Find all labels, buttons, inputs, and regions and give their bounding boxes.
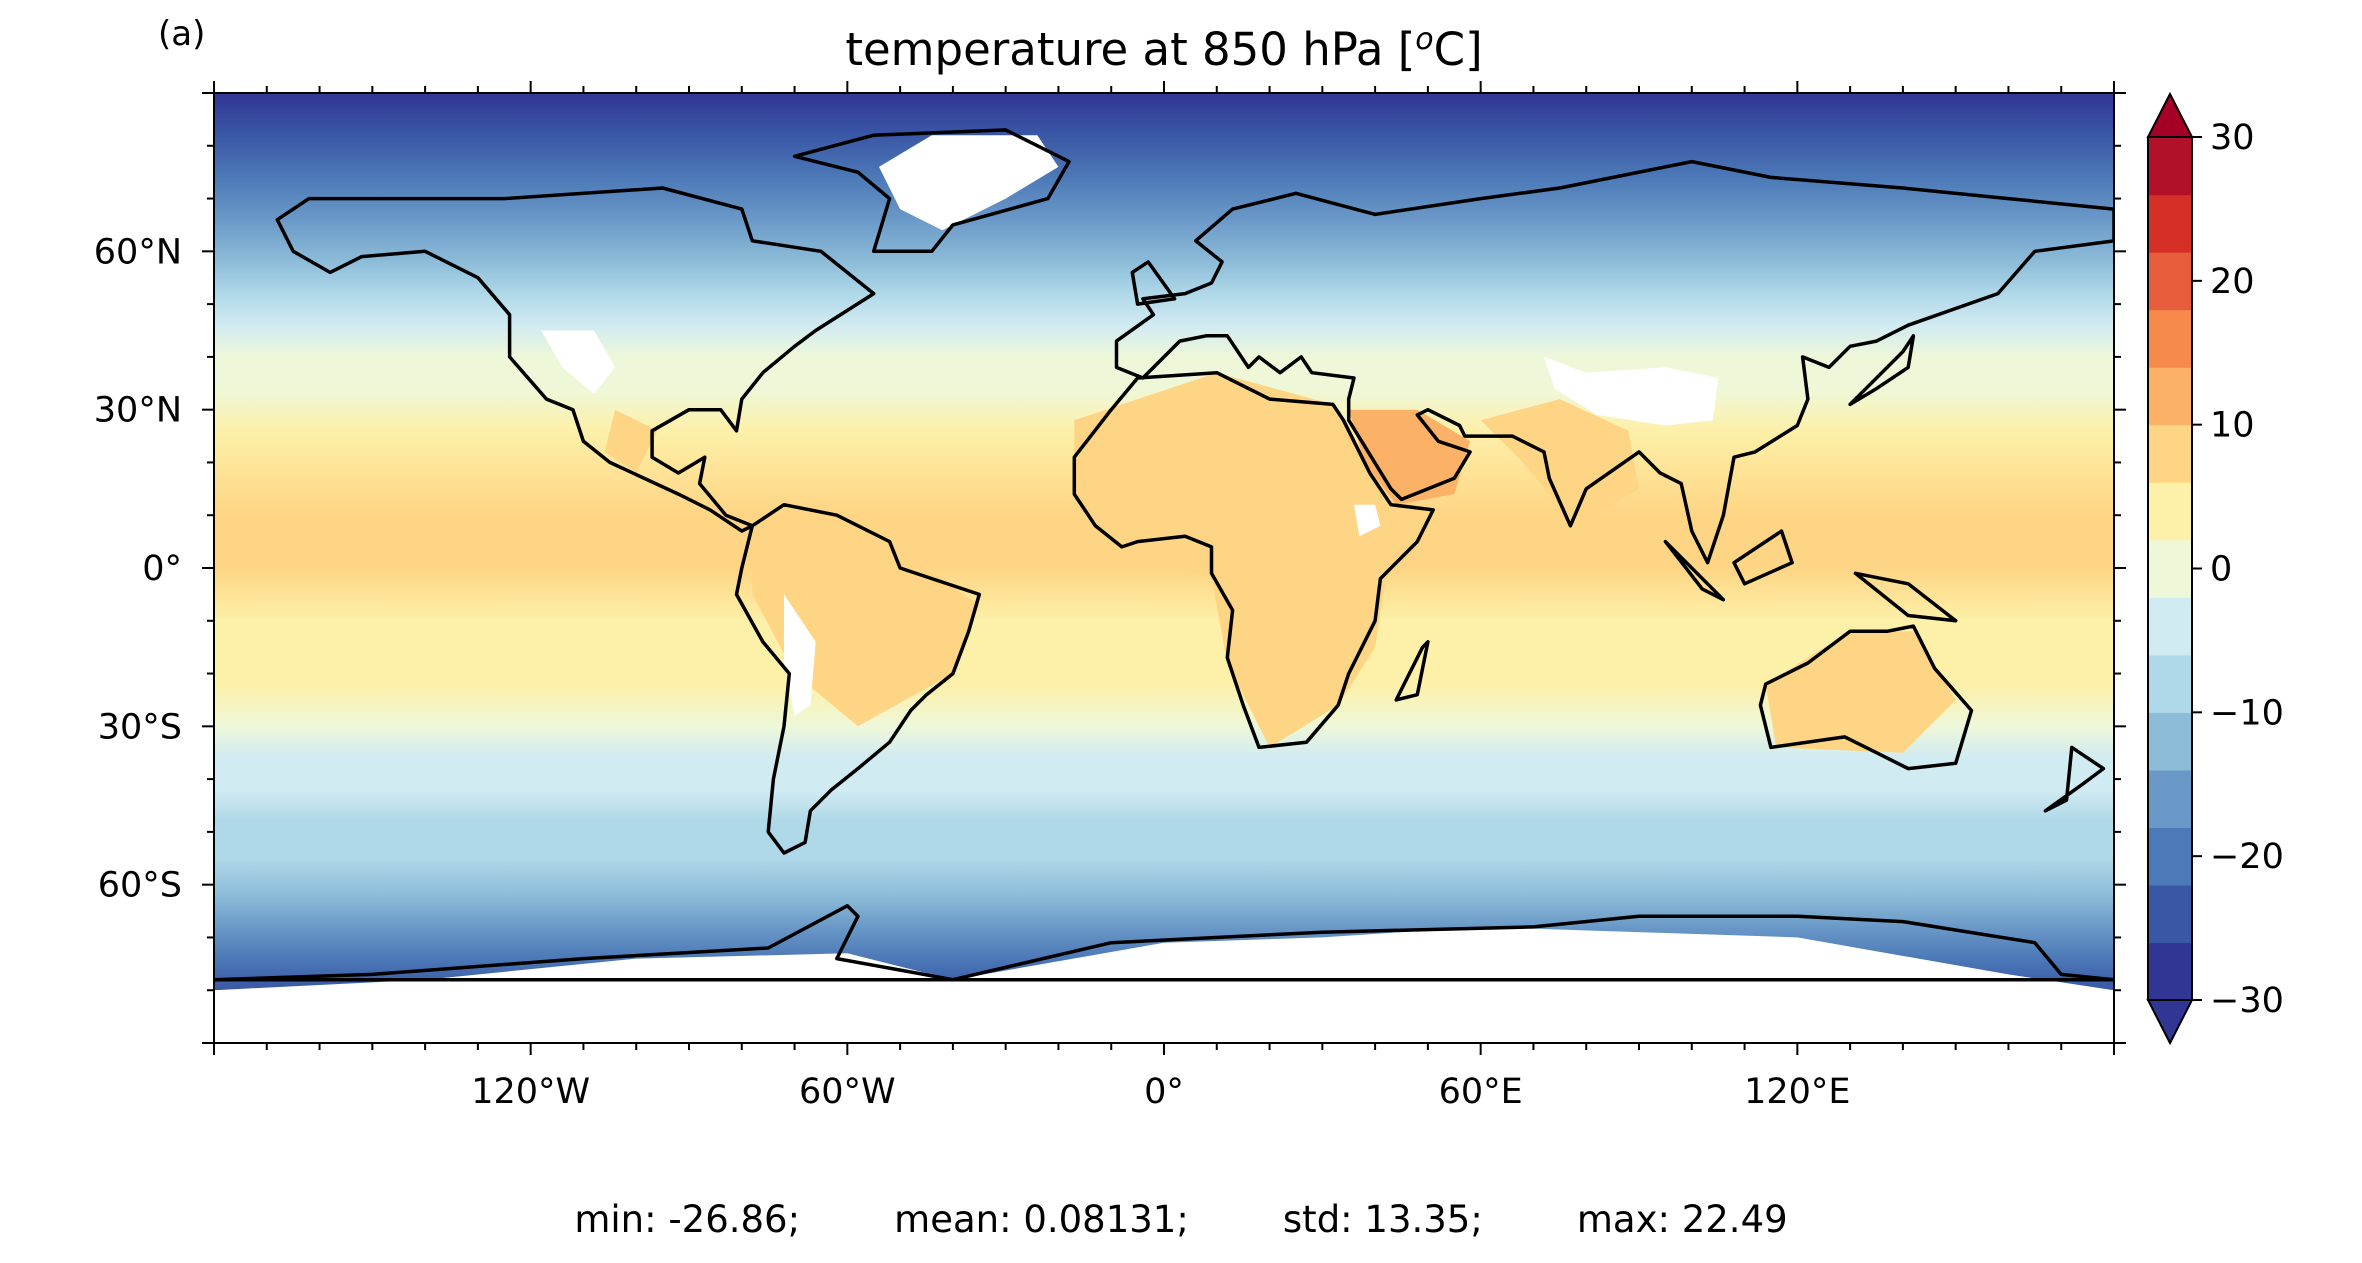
colorbar-segment bbox=[2148, 252, 2192, 311]
colorbar-segment bbox=[2148, 769, 2192, 828]
colorbar-segment bbox=[2148, 194, 2192, 253]
colorbar-segment bbox=[2148, 654, 2192, 713]
africa-coast bbox=[1072, 370, 1435, 750]
arabia-warm-region bbox=[1348, 409, 1471, 505]
map-plot-area bbox=[214, 93, 2114, 1043]
map-title: temperature at 850 hPa [oC] bbox=[214, 22, 2114, 76]
borneo-coast bbox=[1732, 529, 1794, 586]
missing-data-regions bbox=[214, 135, 2114, 1043]
eurasia-coast bbox=[1114, 159, 2114, 565]
new-zealand-coast bbox=[2043, 745, 2106, 813]
lon-tick-label: 0° bbox=[1144, 1072, 1184, 1112]
colorbar-segment bbox=[2148, 597, 2192, 656]
colorbar-segment bbox=[2148, 482, 2192, 541]
tibet-missing bbox=[1544, 356, 1719, 426]
sumatra-coast bbox=[1663, 539, 1726, 602]
colorbar-under-arrow bbox=[2146, 999, 2194, 1046]
stat-std: std: 13.35; bbox=[1282, 1198, 1483, 1241]
coastlines bbox=[214, 128, 2114, 982]
lat-tick-label: 60°S bbox=[98, 866, 182, 906]
colorbar-segment bbox=[2148, 309, 2192, 368]
africa-warm-region bbox=[1074, 372, 1434, 748]
statistics-line: min: -26.86; mean: 0.08131; std: 13.35; … bbox=[0, 1198, 2362, 1241]
title-unit: C] bbox=[1433, 23, 1483, 76]
antarctica-coast bbox=[214, 904, 2114, 982]
lon-tick-label: 60°E bbox=[1439, 1072, 1523, 1112]
greenland-coast bbox=[792, 128, 1071, 254]
panel-label: (a) bbox=[158, 14, 206, 54]
longitude-axis: 120°W 60°W 0° 60°E 120°E bbox=[213, 81, 2115, 1112]
britain-coast bbox=[1130, 260, 1177, 306]
greenland-missing bbox=[879, 135, 1059, 231]
south-asia-warm-region bbox=[1480, 399, 1639, 526]
lat-tick-label: 0° bbox=[142, 549, 182, 589]
lat-tick-label: 30°S bbox=[98, 707, 182, 747]
lon-tick-label: 60°W bbox=[799, 1072, 896, 1112]
andes-missing bbox=[784, 594, 816, 716]
colorbar-segment bbox=[2148, 712, 2192, 771]
lon-tick-label: 120°E bbox=[1744, 1072, 1850, 1112]
australia-warm-region bbox=[1765, 631, 1956, 753]
temperature-field bbox=[214, 93, 2114, 1043]
colorbar-segment bbox=[2148, 424, 2192, 483]
colorbar-tick-label: 10 bbox=[2210, 406, 2255, 446]
colorbar-tick-label: −10 bbox=[2210, 693, 2284, 733]
colorbar-segment bbox=[2148, 367, 2192, 426]
antarctica-missing bbox=[214, 926, 2114, 1043]
title-text: temperature at 850 hPa [ bbox=[845, 23, 1416, 76]
colorbar-tick-label: 0 bbox=[2210, 550, 2232, 590]
new-guinea-coast bbox=[1853, 571, 1958, 623]
ethiopia-missing bbox=[1354, 504, 1381, 537]
australia-coast bbox=[1758, 624, 1974, 771]
madagascar-coast bbox=[1394, 640, 1430, 702]
lon-tick-label: 120°W bbox=[471, 1072, 590, 1112]
lat-tick-label: 60°N bbox=[94, 232, 182, 272]
colorbar-segment bbox=[2148, 884, 2192, 944]
title-superscript: o bbox=[1415, 22, 1434, 57]
colorbar-segment bbox=[2148, 942, 2192, 1001]
colorbar-segment bbox=[2148, 827, 2192, 886]
stat-max: max: 22.49 bbox=[1576, 1198, 1788, 1241]
colorbar: 30 20 10 0 −10 −20 −30 bbox=[2146, 91, 2284, 1046]
latitude-axis: 60°N 30°N 0° 30°S 60°S bbox=[94, 92, 2126, 1044]
stat-mean: mean: 0.08131; bbox=[894, 1198, 1189, 1241]
stat-min: min: -26.86; bbox=[574, 1198, 801, 1241]
rockies-missing bbox=[541, 330, 616, 394]
colorbar-segment bbox=[2148, 539, 2192, 598]
lat-tick-label: 30°N bbox=[94, 391, 182, 431]
colorbar-tick-label: 20 bbox=[2210, 262, 2255, 302]
colorbar-tick-label: 30 bbox=[2210, 118, 2255, 158]
north-america-coast bbox=[275, 186, 876, 533]
land-warm-anomalies bbox=[604, 372, 1956, 753]
mexico-warm-region bbox=[604, 409, 658, 473]
colorbar-segment bbox=[2148, 137, 2192, 196]
south-america-coast bbox=[734, 502, 982, 855]
colorbar-over-arrow bbox=[2146, 91, 2194, 138]
colorbar-tick-label: −30 bbox=[2210, 981, 2284, 1021]
colorbar-tick-label: −20 bbox=[2210, 837, 2284, 877]
japan-coast bbox=[1848, 334, 1916, 407]
